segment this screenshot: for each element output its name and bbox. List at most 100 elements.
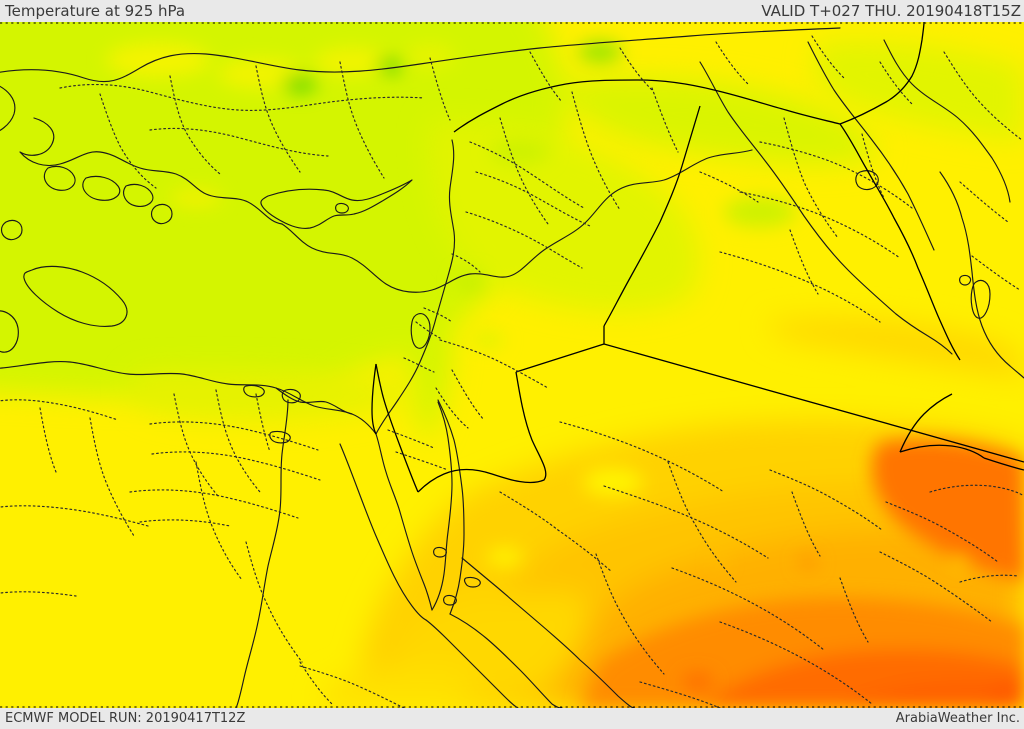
lake-manzala	[281, 388, 301, 404]
island-small-west-1	[0, 219, 23, 241]
admin-israel-1	[415, 321, 441, 339]
admin-sinai-1	[395, 451, 449, 471]
border-jordan-saudi-straight	[515, 343, 605, 373]
border-egypt-israel	[375, 363, 419, 493]
admin-saudi-7	[671, 567, 825, 651]
admin-iran-1	[943, 51, 1023, 141]
nile-delta-coast	[275, 387, 353, 415]
cyprus-mountains	[335, 202, 349, 214]
admin-iran-3	[959, 181, 1009, 223]
admin-jordan-3	[435, 387, 469, 429]
admin-saudi-12	[839, 577, 869, 643]
temp-band-yellowgreen	[131, 40, 1024, 421]
admin-saudi-9	[885, 501, 999, 563]
temperature-field	[0, 22, 1024, 708]
admin-egypt-6	[129, 489, 299, 519]
admin-jordan-1	[439, 339, 549, 389]
river-tigris	[807, 41, 935, 251]
qatar-peninsula	[970, 279, 991, 319]
island-group-aegean-1	[43, 165, 76, 191]
admin-sinai-2	[387, 429, 435, 449]
admin-turkey-9	[619, 47, 653, 91]
island-crete	[23, 265, 128, 327]
admin-egypt-8	[195, 461, 243, 581]
admin-syria-1	[469, 141, 585, 209]
border-iraq-saudi-straight	[603, 343, 1024, 463]
red-sea-island-1	[443, 594, 457, 606]
admin-turkey-5	[339, 61, 385, 179]
persian-gulf-inner	[939, 171, 1024, 379]
sinai-tip-tiran	[433, 546, 447, 558]
red-sea-east-coast	[449, 613, 563, 708]
admin-turkey-8	[529, 51, 563, 103]
admin-egypt-4	[149, 421, 319, 451]
temperature-map-canvas[interactable]	[0, 22, 1024, 708]
admin-egypt-5	[151, 451, 321, 481]
island-small-west-2	[0, 310, 19, 353]
island-rhodes	[150, 203, 173, 225]
island-group-aegean-2	[82, 175, 121, 201]
admin-saudi-3	[667, 461, 737, 583]
admin-iraq-6	[789, 229, 819, 295]
admin-syria-6	[651, 87, 679, 153]
admin-syria-3	[499, 117, 549, 225]
border-kuwait-iraq	[899, 393, 953, 453]
model-run-label: ECMWF MODEL RUN: 20190417T12Z	[5, 711, 246, 726]
border-syria-iraq	[603, 105, 701, 327]
admin-iran-2	[879, 61, 913, 105]
admin-turkey-1	[59, 83, 425, 111]
admin-turkey-7	[149, 127, 329, 157]
admin-syria-4	[571, 91, 621, 211]
admin-turkey-3	[169, 75, 221, 175]
admin-egypt-13	[0, 591, 77, 597]
map-header-bar: Temperature at 925 hPa VALID T+027 THU. …	[0, 0, 1024, 22]
admin-iraq-4	[739, 191, 901, 259]
admin-egypt-10	[299, 661, 333, 705]
temp-band-chartreuse	[0, 22, 880, 442]
admin-turkey-10	[715, 41, 749, 85]
admin-turkey-11	[811, 35, 845, 79]
coastline-black-sea	[0, 27, 841, 83]
admin-jordan-2	[451, 369, 485, 421]
admin-saudi-1	[559, 421, 725, 493]
valid-time-label: VALID T+027 THU. 20190418T15Z	[761, 2, 1021, 20]
river-euphrates	[699, 61, 897, 315]
admin-turkey-6	[429, 57, 451, 121]
border-iraq-iran	[839, 123, 961, 361]
admin-libya-1	[0, 399, 119, 421]
coastline-turkey-south	[281, 149, 753, 293]
river-shatt-al-arab	[895, 313, 953, 355]
gulf-of-suez	[339, 443, 427, 621]
attribution-label: ArabiaWeather Inc.	[895, 711, 1020, 726]
map-footer-bar: ECMWF MODEL RUN: 20190417T12Z ArabiaWeat…	[0, 708, 1024, 729]
coastline-sinai-east	[431, 401, 453, 611]
island-cyprus	[260, 179, 413, 229]
map-svg	[0, 22, 1024, 708]
admin-saudi-8	[769, 469, 883, 531]
admin-egypt-3	[255, 393, 271, 453]
border-turkey-iraq-iran	[839, 22, 925, 125]
coastline-aegean	[0, 85, 16, 132]
gulf-of-aqaba	[437, 399, 465, 615]
admin-saudi-4	[791, 491, 821, 557]
admin-egypt-7	[139, 519, 231, 527]
border-egypt-gaza	[371, 363, 377, 435]
dead-sea	[410, 313, 431, 349]
admin-libya-2	[39, 407, 57, 473]
border-saudi-kuwait	[899, 444, 985, 459]
coastline-egypt-north	[0, 361, 377, 435]
coastline-saudi-red-sea	[461, 557, 635, 708]
admin-saudi-13	[639, 681, 721, 708]
admin-egypt-12	[0, 505, 149, 527]
red-sea-island-2	[463, 576, 481, 588]
coastline-sinai-west	[375, 433, 433, 611]
admin-saudi-11	[719, 621, 873, 705]
temp-pockets	[106, 41, 967, 691]
page-title: Temperature at 925 hPa	[5, 2, 186, 20]
coastline-persian-gulf	[883, 39, 1011, 203]
admin-saudi-14	[929, 484, 1024, 497]
iraq-marshes	[855, 170, 879, 191]
admin-iraq-5	[719, 251, 881, 323]
admin-egypt-2	[215, 389, 261, 493]
